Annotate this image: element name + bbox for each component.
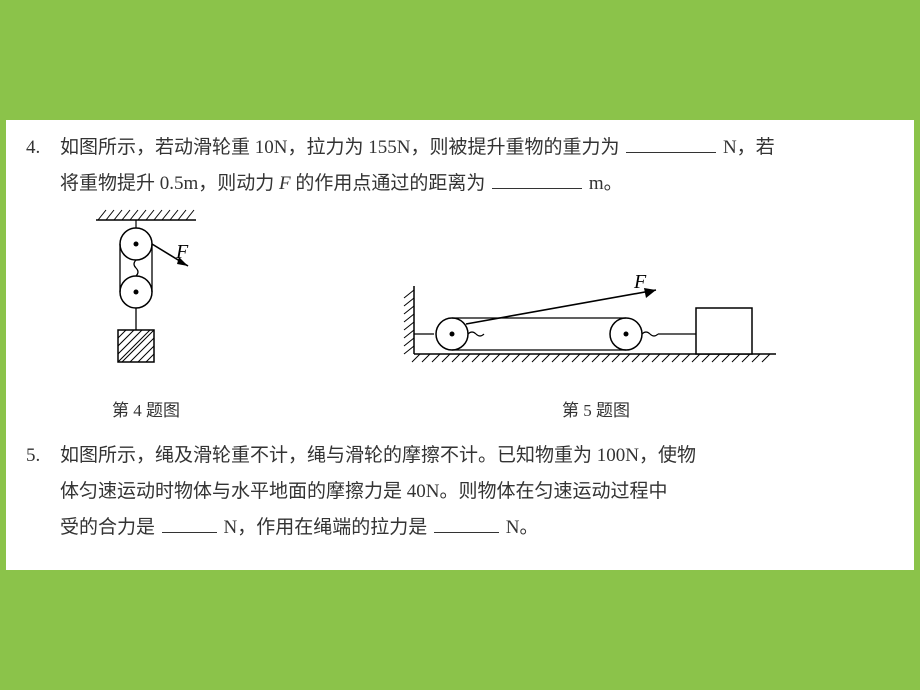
q5-diagram: F bbox=[396, 268, 796, 378]
q4-F-var: F bbox=[279, 173, 291, 194]
figure-4: F 第 4 题图 bbox=[76, 208, 216, 427]
q5-text-3b: N，作用在绳端的拉力是 bbox=[224, 517, 428, 538]
q4-text-1a: 如图所示，若动滑轮重 10N，拉力为 155N，则被提升重物的重力为 bbox=[60, 137, 619, 158]
q4-text-2b: 的作用点通过的距离为 bbox=[295, 173, 485, 194]
q5-text-2: 体匀速运动时物体与水平地面的摩擦力是 40N。则物体在匀速运动过程中 bbox=[60, 481, 667, 502]
q5-text-3a: 受的合力是 bbox=[60, 517, 155, 538]
q5-F-label: F bbox=[633, 271, 647, 293]
q4-text-2c: m。 bbox=[589, 173, 623, 194]
q5-caption: 第 5 题图 bbox=[396, 395, 796, 427]
q4-blank-2 bbox=[492, 168, 582, 189]
q4-text-2a: 将重物提升 0.5m，则动力 bbox=[60, 173, 274, 194]
q5-blank-2 bbox=[434, 512, 499, 533]
question-4: 4. 如图所示，若动滑轮重 10N，拉力为 155N，则被提升重物的重力为 N，… bbox=[26, 130, 894, 202]
q5-text-3c: N。 bbox=[506, 517, 539, 538]
q4-blank-1 bbox=[626, 132, 716, 153]
q4-number: 4. bbox=[26, 130, 40, 166]
figure-5: F 第 5 题图 bbox=[396, 268, 796, 427]
figure-row: F 第 4 题图 bbox=[26, 208, 894, 427]
q4-diagram: F bbox=[76, 208, 216, 378]
q5-blank-1 bbox=[162, 512, 217, 533]
q4-caption: 第 4 题图 bbox=[76, 395, 216, 427]
q5-text-1: 如图所示，绳及滑轮重不计，绳与滑轮的摩擦不计。已知物重为 100N，使物 bbox=[60, 445, 696, 466]
q5-number: 5. bbox=[26, 438, 40, 474]
paper-region: 4. 如图所示，若动滑轮重 10N，拉力为 155N，则被提升重物的重力为 N，… bbox=[6, 120, 914, 570]
question-5: 5. 如图所示，绳及滑轮重不计，绳与滑轮的摩擦不计。已知物重为 100N，使物 … bbox=[26, 438, 894, 546]
q4-text-1b: N，若 bbox=[723, 137, 775, 158]
q4-F-label: F bbox=[175, 241, 189, 263]
